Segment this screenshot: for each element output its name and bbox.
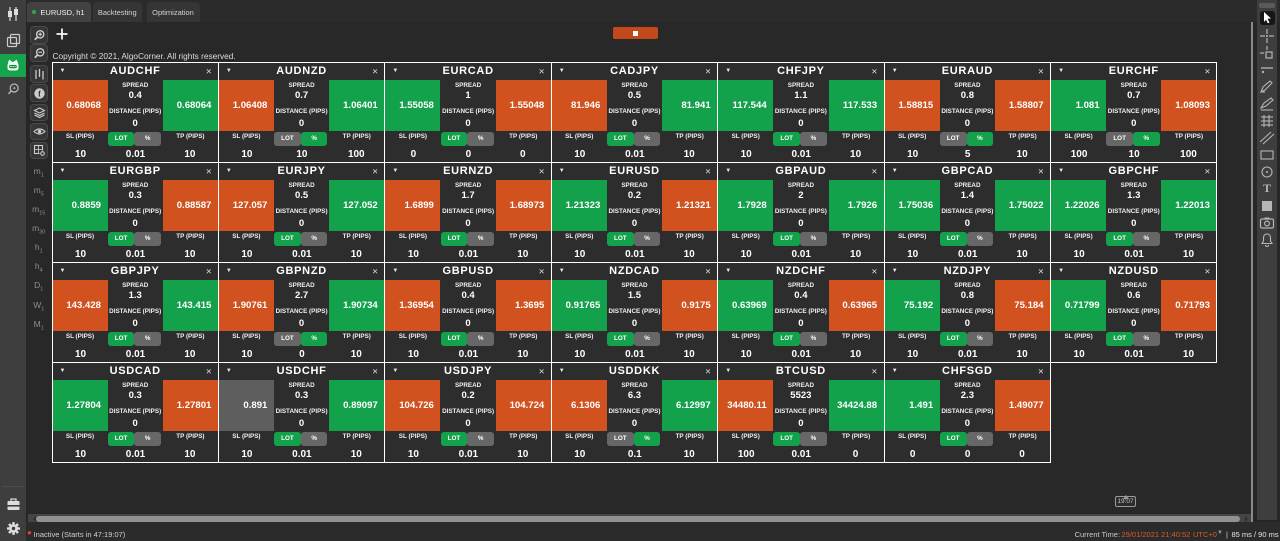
svg-text:f: f xyxy=(38,88,41,98)
